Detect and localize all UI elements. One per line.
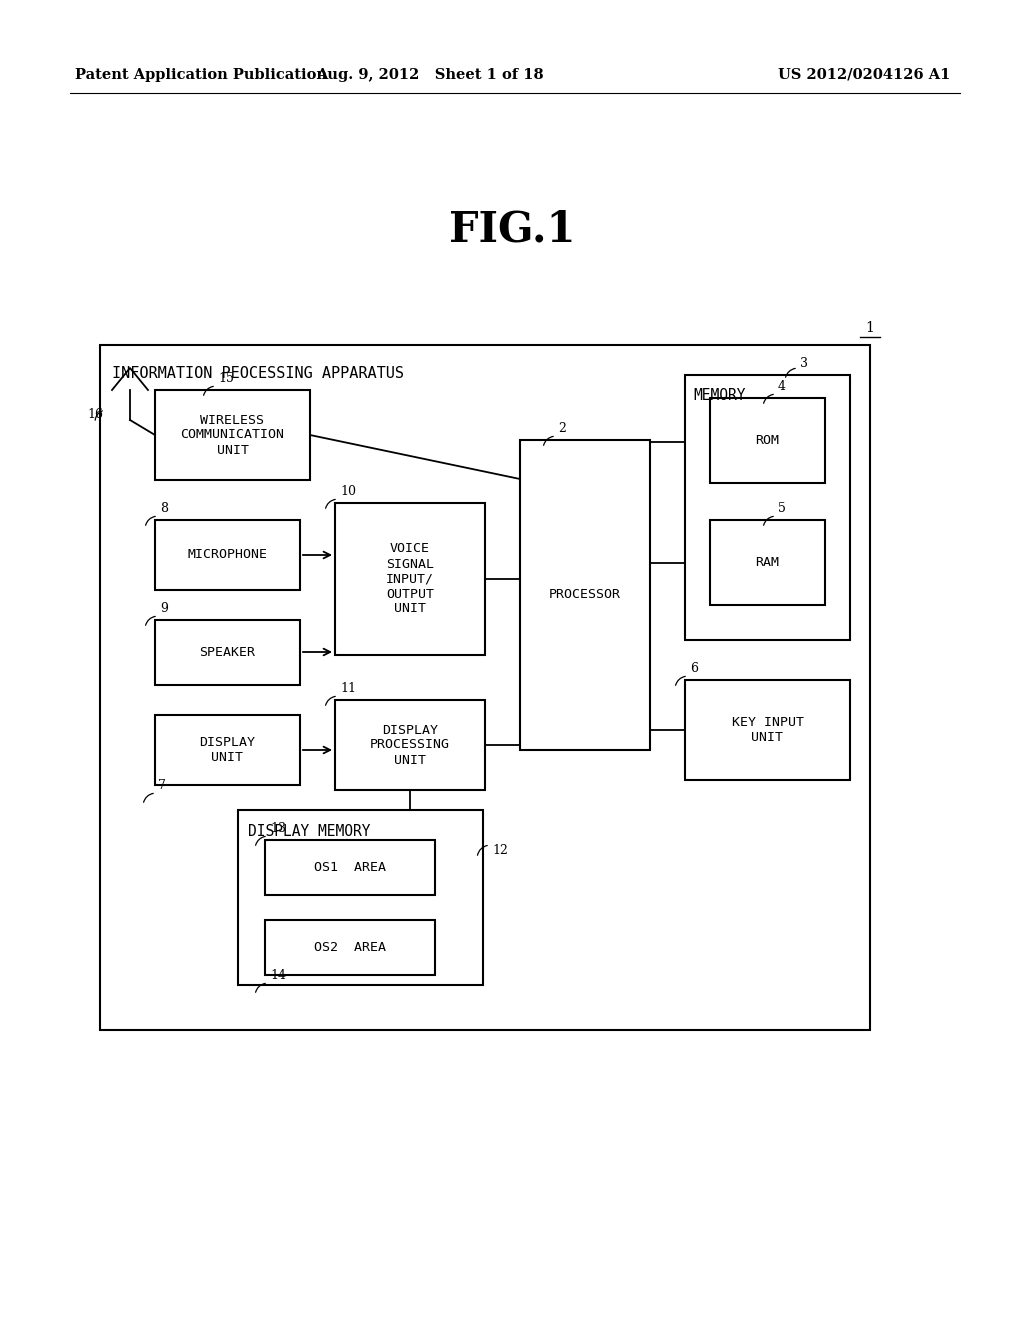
Bar [155,620,300,685]
Text: SPEAKER: SPEAKER [200,645,256,659]
Bar [335,700,485,789]
Text: 16: 16 [87,408,103,421]
Bar [685,680,850,780]
Text: 8: 8 [160,502,168,515]
Text: OS2  AREA: OS2 AREA [314,941,386,954]
Bar [710,520,825,605]
Text: Aug. 9, 2012   Sheet 1 of 18: Aug. 9, 2012 Sheet 1 of 18 [316,69,544,82]
Text: 11: 11 [340,682,356,696]
Bar [265,920,435,975]
Bar [685,375,850,640]
Text: INFORMATION PEOCESSING APPARATUS: INFORMATION PEOCESSING APPARATUS [112,366,404,380]
Text: MEMORY: MEMORY [693,388,745,403]
Text: WIRELESS
COMMUNICATION
UNIT: WIRELESS COMMUNICATION UNIT [180,413,285,457]
Text: 13: 13 [270,822,286,836]
Text: DISPLAY MEMORY: DISPLAY MEMORY [248,825,371,840]
Text: 2: 2 [558,422,566,436]
Text: DISPLAY
PROCESSING
UNIT: DISPLAY PROCESSING UNIT [370,723,450,767]
Text: VOICE
SIGNAL
INPUT/
OUTPUT
UNIT: VOICE SIGNAL INPUT/ OUTPUT UNIT [386,543,434,615]
Text: 12: 12 [492,843,508,857]
Text: DISPLAY
UNIT: DISPLAY UNIT [200,737,256,764]
Text: 9: 9 [160,602,168,615]
Bar [155,520,300,590]
Bar [335,503,485,655]
Text: 10: 10 [340,484,356,498]
Text: ROM: ROM [756,434,779,447]
Text: 6: 6 [690,663,698,675]
Text: KEY INPUT
UNIT: KEY INPUT UNIT [731,715,804,744]
Bar [238,810,483,985]
Bar [520,440,650,750]
Bar [100,345,870,1030]
Text: US 2012/0204126 A1: US 2012/0204126 A1 [777,69,950,82]
Text: RAM: RAM [756,556,779,569]
Bar [155,715,300,785]
Text: Patent Application Publication: Patent Application Publication [75,69,327,82]
Text: 7: 7 [158,779,166,792]
Text: 1: 1 [865,321,874,335]
Text: MICROPHONE: MICROPHONE [187,549,267,561]
Text: FIG.1: FIG.1 [449,209,575,251]
Bar [155,389,310,480]
Text: 5: 5 [778,502,785,515]
Bar [710,399,825,483]
Text: PROCESSOR: PROCESSOR [549,589,621,602]
Text: OS1  AREA: OS1 AREA [314,861,386,874]
Bar [265,840,435,895]
Text: 15: 15 [218,372,233,385]
Text: 14: 14 [270,969,286,982]
Text: 3: 3 [800,356,808,370]
Text: 4: 4 [778,380,786,393]
